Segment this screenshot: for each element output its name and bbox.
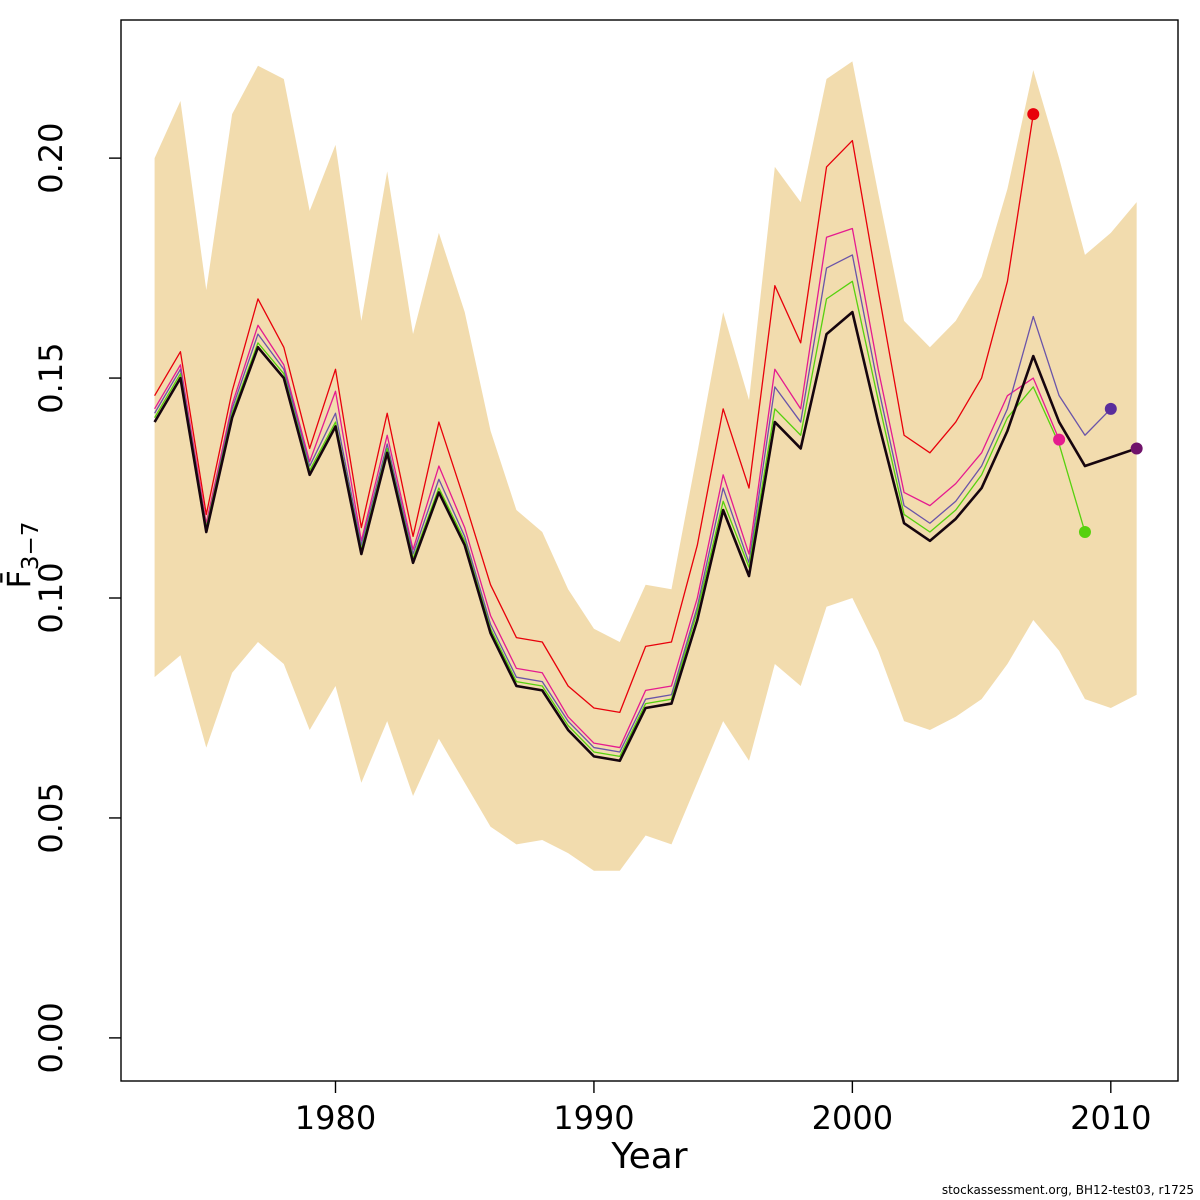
terminal-dot-base-2011 [1130,442,1143,455]
x-tick-label: 2000 [812,1099,893,1137]
x-axis-label: Year [610,1136,687,1177]
line-retro-2007 [154,114,1034,714]
terminal-dot-retro-2010 [1104,402,1117,415]
x-tick-label: 1990 [553,1099,634,1137]
terminal-dot-retro-2008 [1053,433,1066,446]
x-tick-label: 1980 [295,1099,376,1137]
x-tick-label: 2010 [1070,1099,1151,1137]
y-tick-label: 0.10 [32,562,70,633]
y-tick-label: 0.20 [32,122,70,193]
y-tick-label: 0.05 [32,782,70,853]
y-axis-label: F̄3−7 [0,522,44,589]
confidence-band [154,61,1137,871]
line-retro-2010 [154,254,1112,753]
line-retro-2008 [154,227,1060,749]
line-base-2011 [153,310,1138,763]
y-tick-label: 0.15 [32,342,70,413]
plot-box [120,19,1179,1082]
y-tick-label: 0.00 [32,1002,70,1073]
terminal-dot-retro-2009 [1078,526,1091,539]
credit-text: stockassessment.org, BH12-test03, r1725 [941,1183,1194,1197]
terminal-dot-retro-2007 [1027,108,1040,121]
